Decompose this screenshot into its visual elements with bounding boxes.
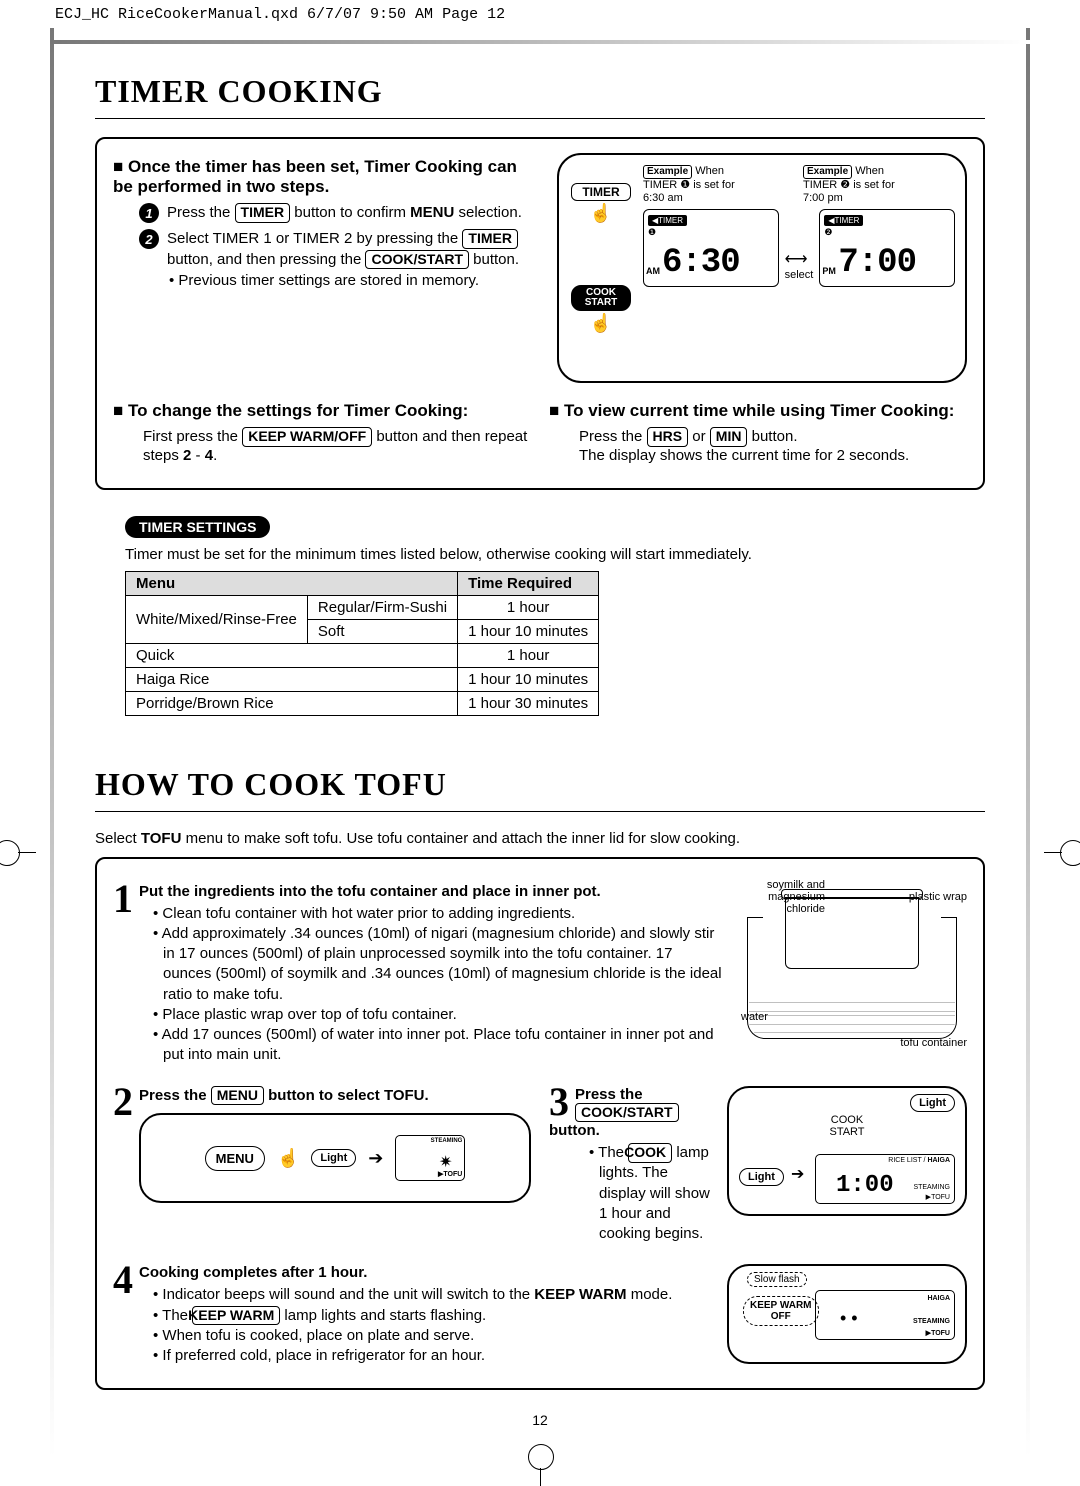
timer-settings-note: Timer must be set for the minimum times … xyxy=(125,546,985,563)
step-1-text: Press the TIMER button to confirm MENU s… xyxy=(167,203,531,223)
cook-start-keycap: COOK/START xyxy=(365,250,469,270)
table-cell: White/Mixed/Rinse-Free xyxy=(126,595,308,643)
timer-keycap: TIMER xyxy=(235,203,291,223)
change-settings-heading: To change the settings for Timer Cooking… xyxy=(113,401,531,421)
print-header: ECJ_HC RiceCookerManual.qxd 6/7/07 9:50 … xyxy=(55,0,985,23)
panel-cook-button: COOKSTART ☝ xyxy=(571,285,631,334)
step-2-badge: 2 xyxy=(139,229,159,249)
step-1-badge: 1 xyxy=(139,203,159,223)
view-time-heading: To view current time while using Timer C… xyxy=(549,401,967,421)
tofu-step-4: Slow flash KEEP WARMOFF HAIGA STEAMING ▶… xyxy=(113,1264,967,1366)
table-cell: Porridge/Brown Rice xyxy=(126,691,458,715)
timer-cooking-box: Once the timer has been set, Timer Cooki… xyxy=(95,137,985,490)
tofu-step-3: Light COOKSTART Light ➔ RICE LIST / HAIG… xyxy=(549,1086,967,1245)
display-panel-diagram: TIMER ☝ COOKSTART ☝ Example When TIMER ❶… xyxy=(557,153,967,383)
table-cell: 1 hour xyxy=(458,643,599,667)
change-settings-text: First press the KEEP WARM/OFF button and… xyxy=(143,427,531,464)
step-2-text: Select TIMER 1 or TIMER 2 by pressing th… xyxy=(167,229,531,270)
tofu-step-2: 2 Press the MENU button to select TOFU. … xyxy=(113,1086,531,1245)
keep-warm-diagram: Slow flash KEEP WARMOFF HAIGA STEAMING ▶… xyxy=(727,1264,967,1364)
menu-diagram: MENU ☝ Light ➔ STEAMING ✷ ▶TOFU xyxy=(139,1113,531,1203)
keep-warm-keycap: KEEP WARM xyxy=(192,1306,280,1326)
table-cell: Haiga Rice xyxy=(126,667,458,691)
keep-warm-off-keycap: KEEP WARM/OFF xyxy=(242,427,372,447)
table-cell: Regular/Firm-Sushi xyxy=(307,595,457,619)
page-number: 12 xyxy=(95,1412,985,1428)
panel-timer-button: TIMER ☝ xyxy=(571,183,631,224)
hand-press-icon: ☝ xyxy=(590,313,612,333)
table-cell: Quick xyxy=(126,643,458,667)
section-title-tofu: HOW TO COOK TOFU xyxy=(95,766,985,803)
hand-press-icon: ☝ xyxy=(590,203,612,223)
menu-keycap: MENU xyxy=(211,1086,264,1106)
table-header-menu: Menu xyxy=(126,571,458,595)
table-cell: Soft xyxy=(307,619,457,643)
view-time-text: Press the HRS or MIN button. The display… xyxy=(579,427,967,464)
cook-keycap: COOK xyxy=(628,1143,672,1163)
min-keycap: MIN xyxy=(710,427,748,447)
cook-diagram: Light COOKSTART Light ➔ RICE LIST / HAIG… xyxy=(727,1086,967,1216)
example-1: Example When TIMER ❶ is set for6:30 am xyxy=(643,165,795,205)
intro-heading: Once the timer has been set, Timer Cooki… xyxy=(113,157,531,197)
tofu-step-1: soymilk and magnesium chloride plastic w… xyxy=(113,883,967,1066)
lcd-2: ◀TIMER ❷ PM 7:00 xyxy=(819,209,955,287)
hand-press-icon: ☝ xyxy=(277,1148,299,1169)
timer-keycap-2: TIMER xyxy=(462,229,518,249)
table-cell: 1 hour 30 minutes xyxy=(458,691,599,715)
table-cell: 1 hour 10 minutes xyxy=(458,619,599,643)
tofu-container-diagram: soymilk and magnesium chloride plastic w… xyxy=(737,879,967,1049)
table-cell: 1 hour 10 minutes xyxy=(458,667,599,691)
lcd-1: ◀TIMER ❶ AM 6:30 xyxy=(643,209,779,287)
cook-start-keycap-2: COOK/START xyxy=(575,1103,679,1123)
hrs-keycap: HRS xyxy=(647,427,689,447)
section-title-timer-cooking: TIMER COOKING xyxy=(95,73,985,110)
select-arrows: ⟷select xyxy=(785,249,814,281)
timer-settings-pill: TIMER SETTINGS xyxy=(125,516,270,538)
tofu-intro: Select TOFU menu to make soft tofu. Use … xyxy=(95,830,985,847)
table-cell: 1 hour xyxy=(458,595,599,619)
step-2-note: • Previous timer settings are stored in … xyxy=(169,272,531,289)
table-header-time: Time Required xyxy=(458,571,599,595)
example-2: Example When TIMER ❷ is set for7:00 pm xyxy=(803,165,955,205)
tofu-box: soymilk and magnesium chloride plastic w… xyxy=(95,857,985,1391)
timer-settings-table: Menu Time Required White/Mixed/Rinse-Fre… xyxy=(125,571,599,716)
